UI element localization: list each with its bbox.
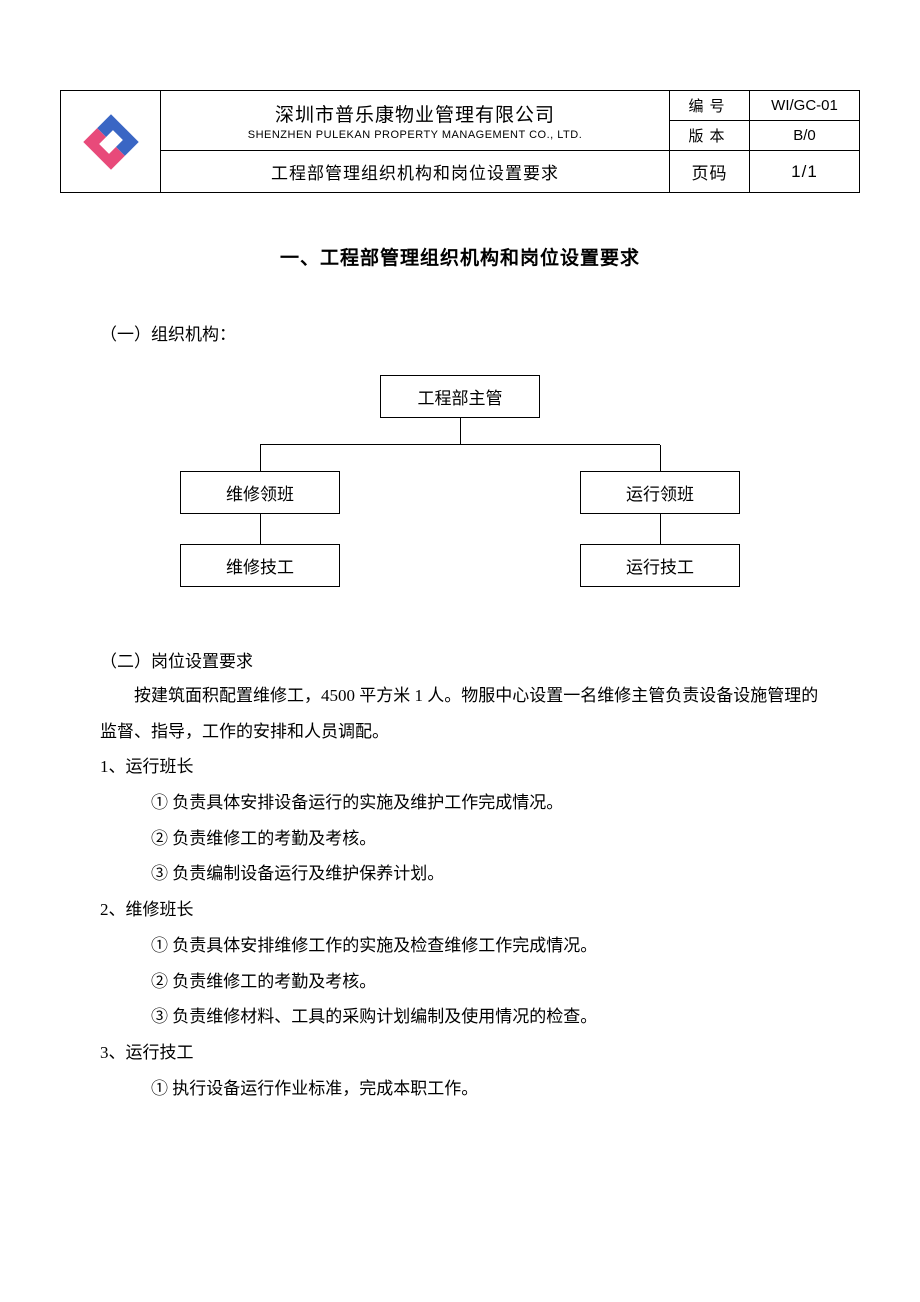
intro-paragraph: 按建筑面积配置维修工，4500 平方米 1 人。物服中心设置一名维修主管负责设备…	[100, 678, 820, 749]
connector	[260, 444, 660, 445]
body-text: 按建筑面积配置维修工，4500 平方米 1 人。物服中心设置一名维修主管负责设备…	[100, 678, 820, 1106]
company-name-cn: 深圳市普乐康物业管理有限公司	[165, 100, 665, 129]
role-item: ① 负责具体安排维修工作的实施及检查维修工作完成情况。	[100, 928, 820, 964]
company-name-en: SHENZHEN PULEKAN PROPERTY MANAGEMENT CO.…	[165, 129, 665, 141]
logo-cell	[61, 91, 161, 193]
role-item: ③ 负责编制设备运行及维护保养计划。	[100, 856, 820, 892]
company-logo-icon	[76, 107, 146, 177]
doc-title: 工程部管理组织机构和岗位设置要求	[161, 151, 670, 193]
connector	[660, 445, 661, 471]
role-heading: 3、运行技工	[100, 1035, 820, 1071]
label-page: 页码	[670, 151, 750, 193]
section2-label: （二）岗位设置要求	[100, 647, 860, 672]
main-title: 一、工程部管理组织机构和岗位设置要求	[60, 243, 860, 270]
role-heading: 2、维修班长	[100, 892, 820, 928]
org-chart: 工程部主管 维修领班 维修技工 运行领班 运行技工	[180, 375, 740, 587]
label-code: 编号	[670, 91, 750, 121]
section1-label: （一）组织机构：	[100, 320, 860, 345]
org-node-right2: 运行技工	[580, 544, 740, 587]
role-item: ① 负责具体安排设备运行的实施及维护工作完成情况。	[100, 785, 820, 821]
connector	[260, 514, 261, 544]
org-node-top: 工程部主管	[380, 375, 540, 418]
connector	[460, 418, 461, 444]
label-version: 版本	[670, 121, 750, 151]
role-item: ② 负责维修工的考勤及考核。	[100, 821, 820, 857]
document-header-table: 深圳市普乐康物业管理有限公司 SHENZHEN PULEKAN PROPERTY…	[60, 90, 860, 193]
connector	[260, 445, 261, 471]
org-node-left1: 维修领班	[180, 471, 340, 514]
org-node-right1: 运行领班	[580, 471, 740, 514]
connector	[660, 514, 661, 544]
value-version: B/0	[750, 121, 860, 151]
value-code: WI/GC-01	[750, 91, 860, 121]
role-item: ③ 负责维修材料、工具的采购计划编制及使用情况的检查。	[100, 999, 820, 1035]
org-node-left2: 维修技工	[180, 544, 340, 587]
role-item: ② 负责维修工的考勤及考核。	[100, 964, 820, 1000]
role-heading: 1、运行班长	[100, 749, 820, 785]
role-item: ① 执行设备运行作业标准，完成本职工作。	[100, 1071, 820, 1107]
value-page: 1/1	[750, 151, 860, 193]
company-name-cell: 深圳市普乐康物业管理有限公司 SHENZHEN PULEKAN PROPERTY…	[161, 91, 670, 151]
